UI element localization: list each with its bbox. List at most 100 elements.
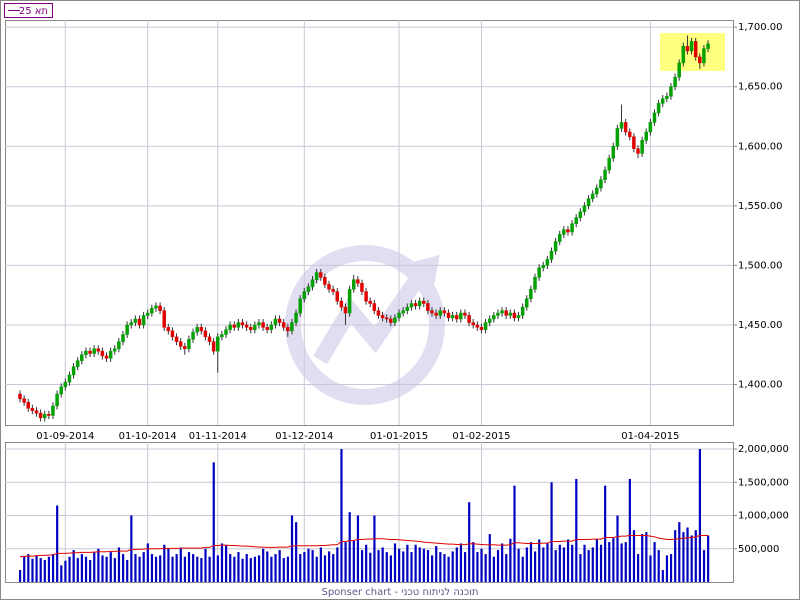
candle-body xyxy=(281,322,286,328)
candle-body xyxy=(512,312,517,319)
volume-bar xyxy=(208,556,211,582)
volume-bar xyxy=(311,550,314,582)
candle-body xyxy=(117,341,121,350)
volume-bar xyxy=(68,556,71,582)
volume-bar xyxy=(89,560,92,582)
x-tick-label: 01-12-2014 xyxy=(275,431,333,442)
candle-body xyxy=(623,122,628,133)
candle-body xyxy=(529,288,533,299)
candle-body xyxy=(516,315,521,319)
candle-body xyxy=(648,122,653,133)
candle-body xyxy=(174,336,179,342)
volume-bar xyxy=(669,554,673,582)
candle-body xyxy=(195,327,199,333)
candle-body xyxy=(121,334,125,342)
candle-body xyxy=(475,324,480,328)
candle-body xyxy=(261,322,265,328)
volume-bar xyxy=(439,552,442,582)
candle-body xyxy=(636,148,640,154)
candle-body xyxy=(438,310,442,316)
volume-bar xyxy=(336,547,339,582)
candle-body xyxy=(71,366,76,376)
y-tick-label: 1,650.00 xyxy=(738,82,783,93)
volume-bar xyxy=(117,547,121,582)
candle-body xyxy=(487,318,492,323)
volume-bar xyxy=(583,544,586,582)
volume-bar xyxy=(468,502,471,582)
candle-body xyxy=(450,315,455,319)
candle-body xyxy=(508,312,513,316)
volume-bar xyxy=(566,539,570,582)
candle-body xyxy=(660,98,665,104)
candle-body xyxy=(471,322,475,326)
candle-body xyxy=(323,277,327,285)
volume-bar xyxy=(290,515,294,582)
volume-bar xyxy=(183,556,186,582)
candle-body xyxy=(430,310,434,314)
volume-bar xyxy=(554,550,557,582)
volume-bar xyxy=(447,556,450,582)
x-tick-label: 01-09-2014 xyxy=(36,431,94,442)
x-tick-label: 01-11-2014 xyxy=(189,431,247,442)
candle-body xyxy=(216,336,220,352)
candle-body xyxy=(203,330,208,338)
candle-body xyxy=(290,322,294,332)
candle-body xyxy=(92,348,96,354)
candle-body xyxy=(145,312,150,316)
volume-bar xyxy=(459,543,463,582)
candle-body xyxy=(557,234,562,242)
volume-bar xyxy=(167,548,170,582)
candle-body xyxy=(417,300,422,307)
volume-bar xyxy=(517,548,520,582)
volume-bar xyxy=(348,512,351,582)
volume-bar xyxy=(142,552,145,582)
candle-body xyxy=(574,217,578,224)
volume-bar xyxy=(521,556,524,582)
volume-bar xyxy=(175,554,178,582)
x-tick-label: 01-02-2015 xyxy=(452,431,510,442)
candle-body xyxy=(166,327,171,332)
volume-bar xyxy=(266,551,269,582)
candle-body xyxy=(409,303,414,308)
candle-body xyxy=(108,350,113,359)
volume-bar xyxy=(492,556,495,582)
volume-bar xyxy=(332,554,335,582)
volume-bar xyxy=(154,556,158,582)
volume-bar xyxy=(233,556,236,582)
candle-body xyxy=(273,318,278,326)
volume-bar xyxy=(72,550,75,582)
volume-bar xyxy=(674,530,677,582)
candle-body xyxy=(479,327,484,330)
volume-bar xyxy=(558,544,561,582)
candle-body xyxy=(599,179,603,189)
candle-body xyxy=(269,324,274,330)
candle-body xyxy=(327,284,331,290)
volume-bar xyxy=(604,485,607,582)
volume-bar xyxy=(315,556,318,582)
volume-bar xyxy=(365,544,368,582)
volume-bar xyxy=(505,554,508,582)
candle-body xyxy=(199,327,204,332)
volume-bar xyxy=(253,556,257,582)
candle-body xyxy=(236,322,241,328)
candle-body xyxy=(55,393,59,407)
volume-bar xyxy=(431,555,434,582)
y-tick-label: 2,000,000 xyxy=(738,444,789,455)
volume-bar xyxy=(525,547,528,582)
candle-body xyxy=(372,303,377,311)
volume-bar xyxy=(122,554,125,582)
volume-bar xyxy=(229,554,232,582)
candle-body xyxy=(298,298,302,314)
candle-body xyxy=(496,312,500,316)
candle-body xyxy=(310,279,315,288)
volume-bar xyxy=(599,544,603,582)
volume-bar xyxy=(381,547,384,582)
candle-body xyxy=(545,259,550,266)
volume-bar xyxy=(93,552,96,582)
candle-body xyxy=(294,312,298,323)
candle-body xyxy=(150,308,154,314)
candle-body xyxy=(595,187,599,195)
volume-bar xyxy=(628,478,631,582)
